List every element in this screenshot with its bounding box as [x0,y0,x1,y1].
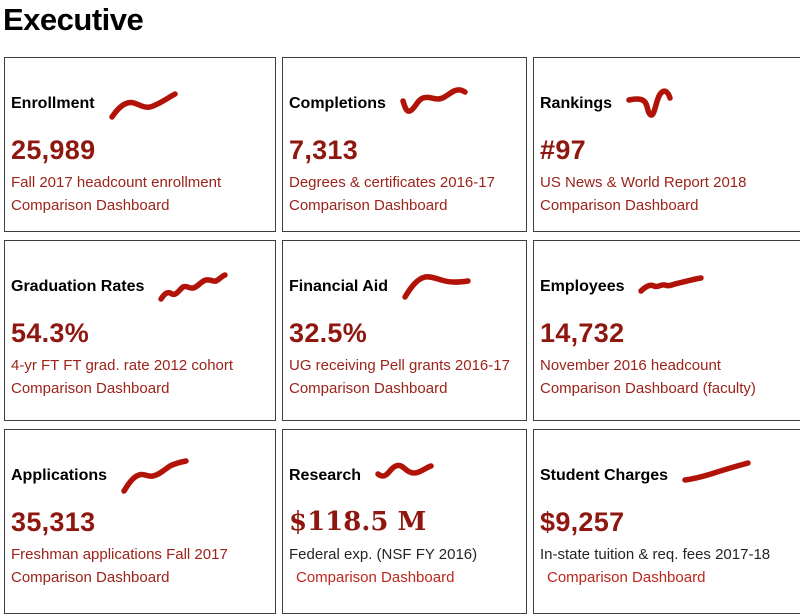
metric-description: Fall 2017 headcount enrollment [11,174,222,191]
sparkline-icon [626,88,673,118]
card-applications: Applications 35,313 Freshman application… [4,429,276,614]
metric-value: 14,732 [540,318,625,348]
metric-value: 54.3% [11,318,90,348]
card-graduation-rates: Graduation Rates 54.3% 4-yr FT FT grad. … [4,240,276,421]
metric-description: 4-yr FT FT grad. rate 2012 cohort [11,357,234,374]
metric-description: November 2016 headcount [540,357,721,374]
metric-description: UG receiving Pell grants 2016-17 [289,357,510,374]
card-completions: Completions 7,313 Degrees & certificates… [282,57,527,232]
card-title: Research [289,467,362,484]
metric-value: 35,313 [11,507,96,537]
card-title: Student Charges [540,467,669,484]
metric-description: Freshman applications Fall 2017 [11,546,228,563]
metric-value: $118.5 M [289,507,427,537]
comparison-dashboard-link[interactable]: Comparison Dashboard [11,380,170,397]
card-title: Enrollment [11,95,95,112]
card-title: Completions [289,95,386,112]
metric-value: $9,257 [540,507,625,537]
sparkline-icon [108,91,178,120]
metric-description: Degrees & certificates 2016-17 [289,174,495,191]
card-rankings: Rankings #97 US News & World Report 2018… [533,57,800,232]
card-title: Rankings [540,95,613,112]
card-title: Financial Aid [289,278,388,295]
metric-value: 7,313 [289,135,359,165]
metric-value: #97 [540,135,586,165]
comparison-dashboard-link[interactable]: Comparison Dashboard [540,197,699,214]
card-enrollment: Enrollment 25,989 Fall 2017 headcount en… [4,57,276,232]
comparison-dashboard-link[interactable]: Comparison Dashboard [289,380,448,397]
metric-description: In-state tuition & req. fees 2017-18 [540,546,771,563]
metric-description: US News & World Report 2018 [540,174,747,191]
page-title: Executive [3,2,144,37]
card-employees: Employees 14,732 November 2016 headcount… [533,240,800,421]
sparkline-icon [375,462,434,479]
card-financial-aid: Financial Aid 32.5% UG receiving Pell gr… [282,240,527,421]
card-title: Employees [540,278,625,295]
comparison-dashboard-link[interactable]: Comparison Dashboard [11,569,170,586]
sparkline-icon [158,272,229,302]
card-student-charges: Student Charges $9,257 In-state tuition … [533,429,800,614]
sparkline-icon [682,460,751,483]
comparison-dashboard-link[interactable]: Comparison Dashboard (faculty) [540,380,756,397]
card-research: Research $118.5 M Federal exp. (NSF FY 2… [282,429,527,614]
metric-value: 25,989 [11,135,96,165]
comparison-dashboard-link[interactable]: Comparison Dashboard [289,197,448,214]
card-title: Graduation Rates [11,278,145,295]
kpi-grid: Enrollment 25,989 Fall 2017 headcount en… [4,57,800,614]
card-title: Applications [11,467,108,484]
sparkline-icon [402,274,471,300]
comparison-dashboard-link[interactable]: Comparison Dashboard [296,569,455,586]
sparkline-icon [400,87,468,114]
sparkline-icon [121,458,189,494]
sparkline-icon [638,275,705,294]
comparison-dashboard-link[interactable]: Comparison Dashboard [547,569,706,586]
metric-description: Federal exp. (NSF FY 2016) [289,546,478,563]
comparison-dashboard-link[interactable]: Comparison Dashboard [11,197,170,214]
metric-value: 32.5% [289,318,368,348]
